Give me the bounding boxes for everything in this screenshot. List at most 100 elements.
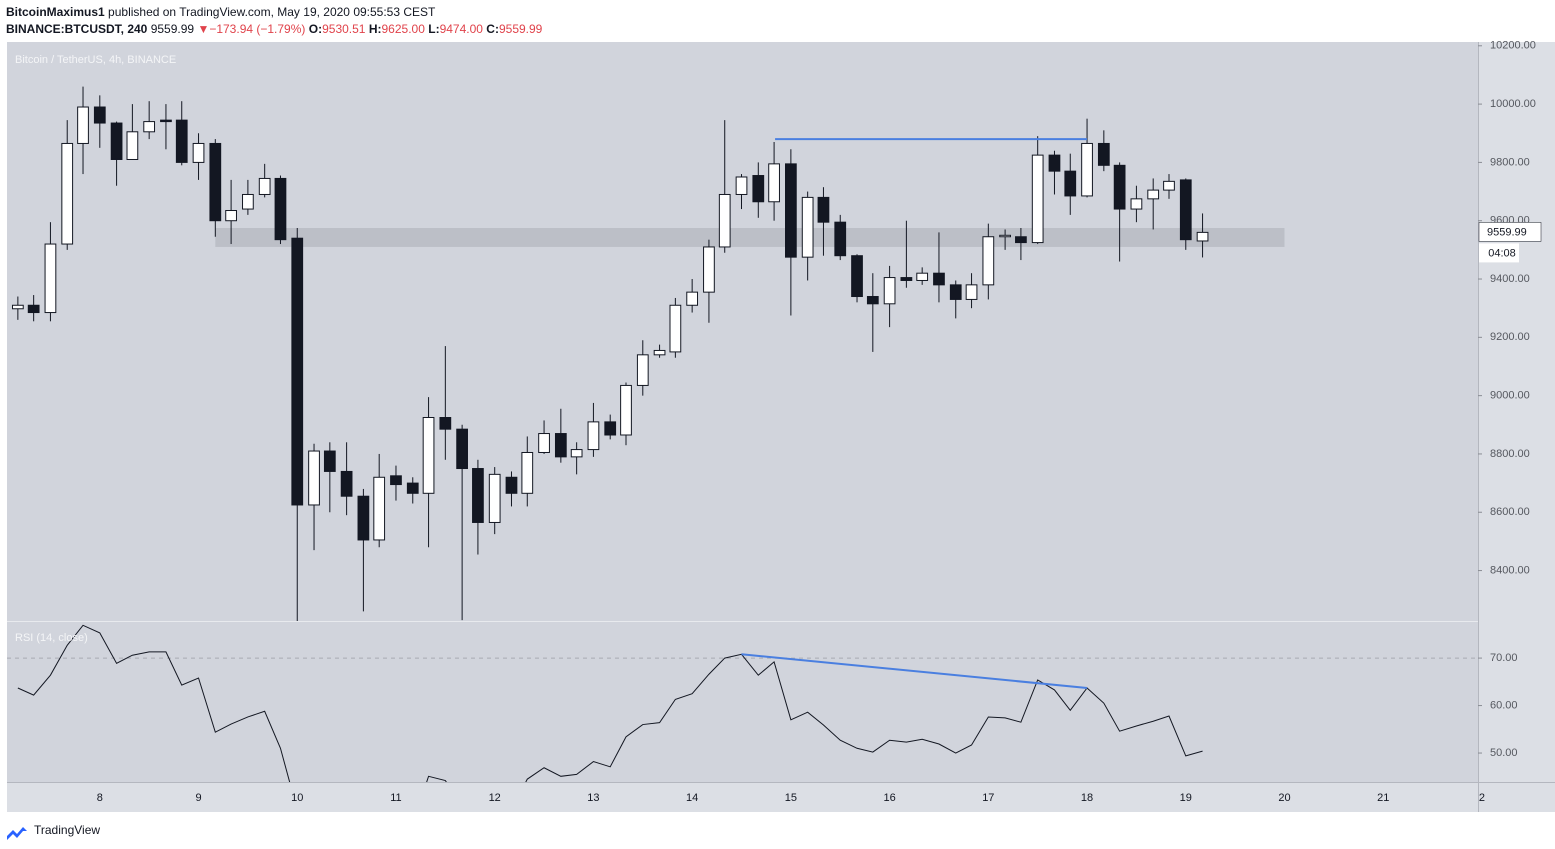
l-label: L:: [428, 22, 440, 36]
candle-body: [999, 234, 1011, 238]
y-tick-label: 60.00: [1490, 699, 1518, 711]
candle-body: [390, 475, 402, 486]
price-tag: 9559.99: [1487, 226, 1527, 238]
support-zone: [215, 228, 1285, 247]
x-tick-label: 20: [1278, 792, 1290, 804]
publisher: BitcoinMaximus1: [6, 5, 105, 19]
x-tick-label: 21: [1377, 792, 1389, 804]
candle-body: [883, 277, 896, 305]
pane-bg: [7, 42, 1478, 782]
candle-body: [225, 210, 237, 222]
candle-body: [866, 296, 879, 305]
candle-body: [27, 304, 40, 314]
y-tick-label: 70.00: [1490, 652, 1518, 664]
y-tick-label: 8600.00: [1490, 506, 1530, 518]
candle-body: [291, 237, 304, 506]
candle-body: [669, 304, 682, 353]
x-tick-label: 10: [291, 792, 303, 804]
candle-body: [636, 354, 649, 386]
logo: TradingView: [7, 823, 100, 840]
rsi-legend: RSI (14, close): [15, 632, 88, 644]
candle-body: [768, 163, 780, 203]
y-tick-label: 9200.00: [1490, 331, 1530, 343]
candle-body: [604, 421, 617, 436]
candle-body: [1031, 154, 1044, 244]
candle-body: [373, 476, 386, 541]
candle-body: [752, 175, 765, 203]
candle-body: [505, 476, 518, 494]
candle-body: [11, 304, 24, 310]
candle-body: [110, 122, 123, 160]
o-label: O:: [308, 22, 323, 36]
x-tick-label: 11: [390, 792, 401, 804]
candle-body: [357, 495, 370, 541]
last: 9559.99: [150, 22, 195, 36]
o: 9530.51: [322, 22, 366, 36]
arrow: ▼: [197, 22, 210, 36]
c-label: C:: [486, 22, 499, 36]
candle-body: [703, 246, 715, 293]
symbol: BINANCE:BTCUSDT, 240: [6, 22, 148, 36]
overlay: Bitcoin / TetherUS, 4h, BINANCE RSI (14,…: [15, 40, 1542, 804]
candle-body: [1147, 189, 1160, 200]
candle-body: [242, 193, 254, 210]
candle-body: [718, 193, 731, 248]
candle-body: [1064, 170, 1077, 197]
candle-body: [439, 417, 452, 430]
candle-body: [834, 221, 847, 257]
candle-body: [406, 482, 419, 494]
candle-body: [965, 284, 978, 300]
publish-line: BitcoinMaximus1 published on TradingView…: [6, 4, 542, 21]
x-tick-label: 16: [883, 792, 895, 804]
trendline: [741, 653, 1088, 689]
countdown: 04:08: [1488, 247, 1516, 259]
y-tick-label: 8400.00: [1490, 564, 1530, 576]
candle-body: [61, 142, 74, 245]
y-tick-label: 10200.00: [1490, 40, 1536, 52]
time-axis-bg: [7, 782, 1555, 812]
candle-body: [160, 119, 172, 123]
candle-body: [620, 384, 632, 436]
candle-body: [554, 433, 567, 458]
candle-body: [916, 272, 929, 281]
candle-body: [1015, 236, 1027, 244]
candle-body: [686, 291, 699, 306]
candle-body: [126, 131, 139, 160]
price-axis-bg: [1478, 42, 1555, 782]
y-tick-label: 10000.00: [1490, 98, 1536, 110]
candle-body: [521, 451, 534, 494]
y-tick-label: 9800.00: [1490, 156, 1530, 168]
x-tick-label: 15: [785, 792, 797, 804]
y-tick-label: 9000.00: [1490, 390, 1530, 402]
h-label: H:: [368, 22, 382, 36]
rsi-line: [17, 624, 1203, 782]
x-tick-label: 2: [1479, 792, 1485, 804]
x-tick-label: 13: [587, 792, 599, 804]
candle-body: [735, 176, 748, 195]
logo-text: TradingView: [34, 823, 100, 837]
x-tick-label: 12: [489, 792, 501, 804]
y-tick-label: 8800.00: [1490, 448, 1530, 460]
countdown-bg: [1479, 243, 1519, 263]
candle-body: [587, 421, 600, 451]
candle-body: [93, 106, 106, 124]
change: −173.94 (−1.79%): [209, 22, 306, 36]
candle-body: [488, 473, 501, 523]
candle-body: [817, 196, 830, 223]
main-pane: [11, 86, 1285, 621]
candle-body: [801, 196, 814, 258]
candle-body: [209, 142, 222, 222]
candle-body: [785, 163, 797, 258]
candle-body: [1113, 164, 1126, 210]
y-tick-label: 9400.00: [1490, 273, 1530, 285]
candle-body: [472, 468, 484, 523]
candle-body: [456, 428, 468, 470]
symbol-line: BINANCE:BTCUSDT, 240 9559.99 ▼−173.94 (−…: [6, 21, 542, 38]
logo-icon: [7, 827, 27, 840]
l: 9474.00: [439, 22, 483, 36]
candle-body: [323, 450, 336, 472]
x-tick-label: 8: [97, 792, 103, 804]
candle-body: [258, 177, 271, 195]
